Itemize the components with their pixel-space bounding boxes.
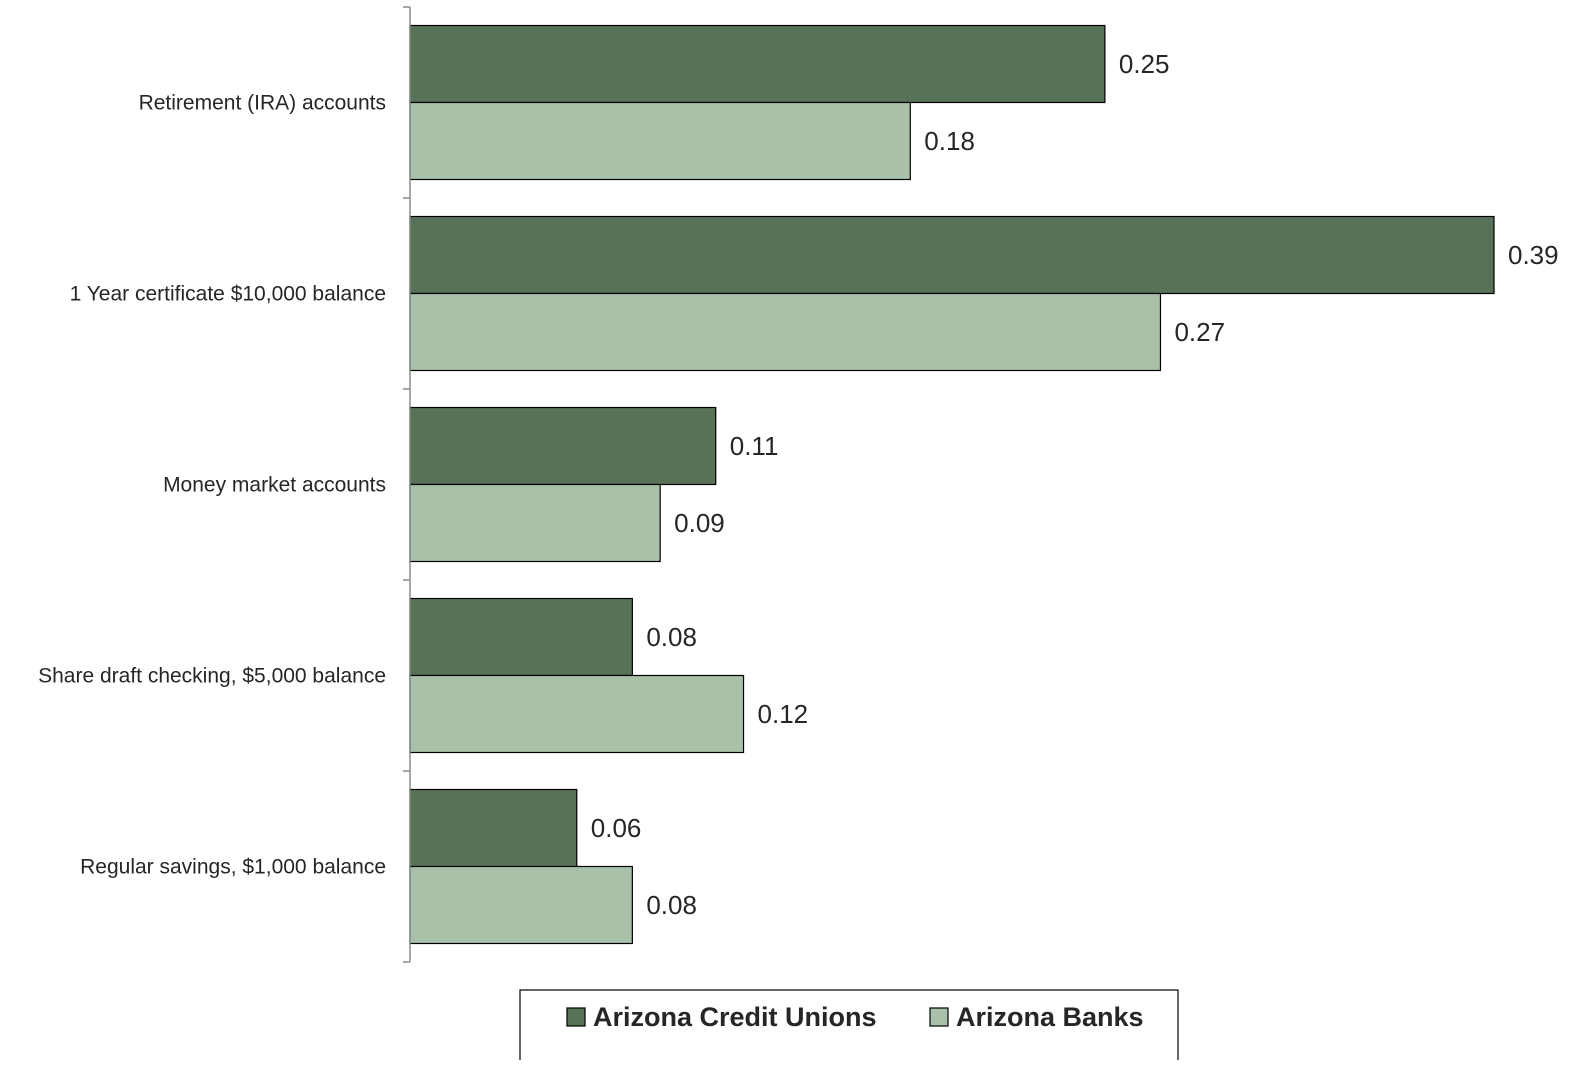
category-label-regular-savings-1-000-balance: Regular savings, $1,000 balance (80, 856, 386, 879)
data-label-arizona-credit-unions-regular-savings-1-000-balance: 0.06 (591, 813, 642, 843)
data-label-arizona-banks-1-year-certificate-10-000-balance: 0.27 (1174, 317, 1225, 347)
category-label-retirement-ira-accounts: Retirement (IRA) accounts (139, 92, 386, 115)
bar-arizona-banks-money-market-accounts (409, 483, 661, 563)
legend-box (519, 989, 1179, 1065)
bar-arizona-credit-unions-money-market-accounts (409, 406, 717, 486)
bar-arizona-credit-unions-1-year-certificate-10-000-balance (409, 215, 1495, 295)
bar-arizona-banks-share-draft-checking-5-000-balance (409, 674, 745, 754)
labels-layer: 0.25 0.18 Retirement (IRA) accounts 0.39 0.2… (38, 49, 1559, 920)
data-label-arizona-credit-unions-share-draft-checking-5-000-balance: 0.08 (646, 622, 697, 652)
bar-arizona-credit-unions-share-draft-checking-5-000-balance (409, 597, 633, 677)
category-axis (403, 6, 411, 963)
bar-arizona-banks-retirement-ira-accounts (409, 101, 911, 181)
legend-label-arizona-credit-unions: Arizona Credit Unions (593, 1002, 877, 1032)
legend-swatch-arizona-credit-unions (566, 1007, 586, 1027)
data-label-arizona-credit-unions-money-market-accounts: 0.11 (730, 431, 779, 461)
data-label-arizona-banks-retirement-ira-accounts: 0.18 (924, 126, 975, 156)
data-label-arizona-banks-money-market-accounts: 0.09 (674, 508, 725, 538)
data-label-arizona-banks-share-draft-checking-5-000-balance: 0.12 (758, 699, 809, 729)
bar-arizona-banks-1-year-certificate-10-000-balance (409, 292, 1162, 372)
category-label-share-draft-checking-5-000-balance: Share draft checking, $5,000 balance (38, 665, 386, 688)
category-label-money-market-accounts: Money market accounts (163, 474, 386, 497)
legend-label-arizona-banks: Arizona Banks (956, 1002, 1144, 1032)
data-label-arizona-banks-regular-savings-1-000-balance: 0.08 (646, 890, 697, 920)
data-label-arizona-credit-unions-retirement-ira-accounts: 0.25 (1119, 49, 1170, 79)
bar-arizona-credit-unions-retirement-ira-accounts (409, 24, 1106, 104)
category-label-1-year-certificate-10-000-balance: 1 Year certificate $10,000 balance (70, 283, 386, 306)
bar-arizona-banks-regular-savings-1-000-balance (409, 865, 633, 945)
legend-swatch-arizona-banks (929, 1007, 949, 1027)
data-label-arizona-credit-unions-1-year-certificate-10-000-balance: 0.39 (1508, 240, 1559, 270)
bar-arizona-credit-unions-regular-savings-1-000-balance (409, 788, 578, 868)
bars-layer (409, 24, 1495, 945)
legend: Arizona Credit Unions Arizona Banks (519, 989, 1179, 1065)
